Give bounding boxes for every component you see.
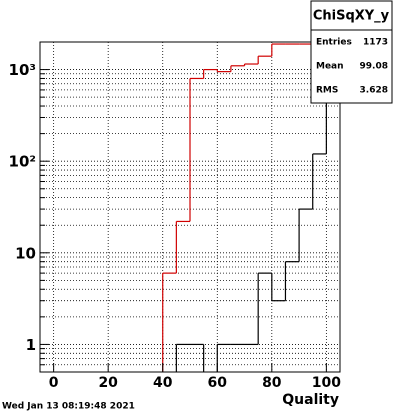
frame bbox=[39, 41, 341, 373]
x-tick-label: 20 bbox=[98, 375, 118, 391]
stats-rows: Entries 1173 Mean 99.08 RMS 3.628 bbox=[316, 38, 388, 96]
footer: Wed Jan 13 08:19:48 2021 bbox=[2, 402, 135, 412]
stats-frame bbox=[310, 0, 393, 104]
x-tick-label: 0 bbox=[49, 375, 59, 391]
stats-value: 1173 bbox=[363, 38, 388, 48]
stats-label: Entries bbox=[316, 38, 352, 48]
x-tick-label: 40 bbox=[153, 375, 173, 391]
x-axis-label: Quality bbox=[282, 392, 339, 408]
x-tick-label: 60 bbox=[208, 375, 228, 391]
x-tick-label: 100 bbox=[312, 375, 341, 391]
y-tick-label: 10³ bbox=[9, 61, 36, 79]
axes: 1 10 10² 10³ 0 20 40 60 80 100 bbox=[9, 61, 342, 391]
stats-value: 99.08 bbox=[360, 62, 388, 72]
stats-value: 3.628 bbox=[360, 86, 388, 96]
x-tick-label: 80 bbox=[262, 375, 282, 391]
y-tick-label: 1 bbox=[26, 336, 36, 354]
stats-title: ChiSqXY_y bbox=[313, 9, 390, 24]
y-tick-label: 10 bbox=[15, 244, 36, 262]
y-tick-label: 10² bbox=[9, 153, 36, 171]
stats-label: Mean bbox=[316, 62, 344, 72]
stats-box: ChiSqXY_y Entries 1173 Mean 99.08 RMS 3.628 bbox=[310, 0, 393, 104]
stats-label: RMS bbox=[316, 86, 338, 96]
